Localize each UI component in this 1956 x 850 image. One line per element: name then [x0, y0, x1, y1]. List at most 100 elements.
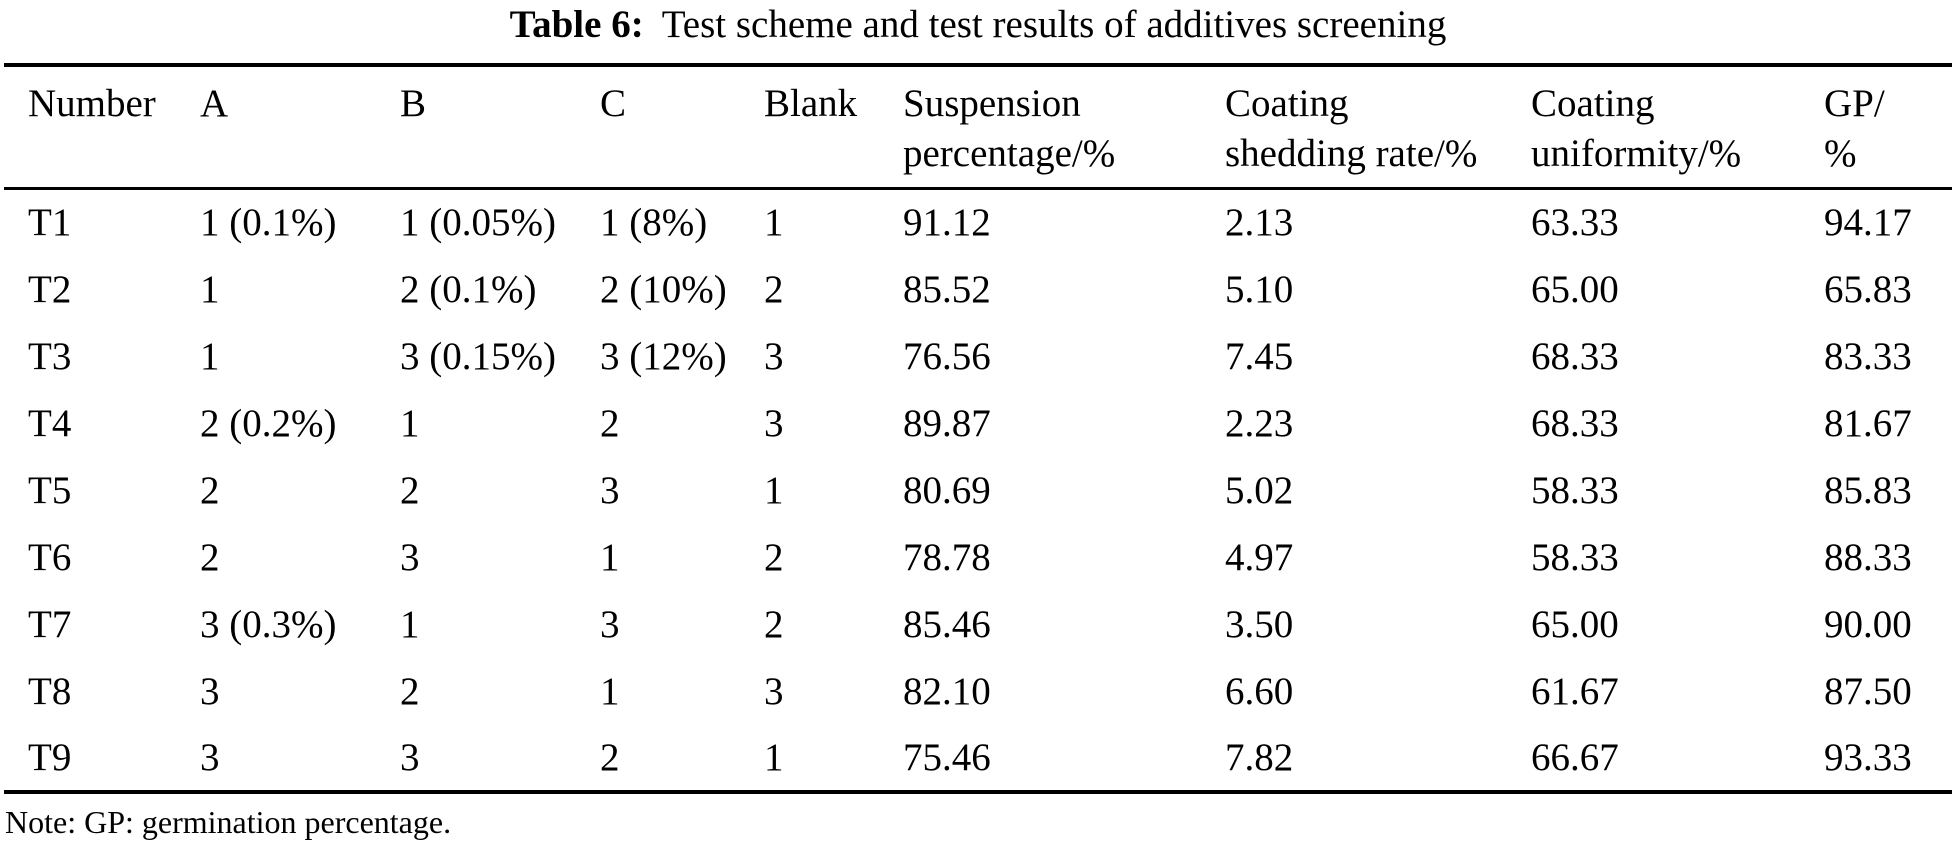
cell-b: 3: [400, 735, 420, 779]
column-header-uniformity-line2: uniformity/%: [1531, 132, 1742, 175]
cell-c: 1: [600, 669, 620, 713]
cell-coating-shedding-rate: 2.13: [1225, 201, 1294, 245]
cell-gp: 85.83: [1824, 468, 1912, 512]
cell-blank: 1: [764, 735, 784, 779]
cell-number: T9: [28, 735, 72, 779]
results-table: Number A B C Blank: [4, 63, 1952, 794]
cell-suspension-percentage: 82.10: [903, 669, 991, 713]
cell-blank: 3: [764, 334, 784, 378]
table-row-t4: T4 2 (0.2%) 1 2 3 89.87 2.23 68.33 81.67: [4, 390, 1952, 457]
cell-a: 2: [200, 535, 220, 579]
cell-coating-uniformity: 66.67: [1531, 735, 1619, 779]
cell-a: 1: [200, 334, 220, 378]
column-header-number-line1: Number: [28, 82, 156, 125]
cell-b: 1: [400, 602, 420, 646]
cell-coating-shedding-rate: 7.82: [1225, 735, 1294, 779]
cell-blank: 2: [764, 267, 784, 311]
cell-coating-uniformity: 61.67: [1531, 669, 1619, 713]
cell-b: 3 (0.15%): [400, 334, 556, 378]
cell-a: 2 (0.2%): [200, 401, 337, 445]
cell-suspension-percentage: 89.87: [903, 401, 991, 445]
cell-gp: 83.33: [1824, 334, 1912, 378]
cell-gp: 93.33: [1824, 735, 1912, 779]
cell-coating-uniformity: 68.33: [1531, 334, 1619, 378]
cell-gp: 87.50: [1824, 669, 1912, 713]
cell-coating-uniformity: 58.33: [1531, 535, 1619, 579]
table-row-t8: T8 3 2 1 3 82.10 6.60 61.67 87.50: [4, 658, 1952, 725]
column-header-suspension-percentage: Suspension percentage/%: [903, 65, 1225, 189]
table-caption-label: Table 6:: [509, 3, 644, 46]
cell-b: 1 (0.05%): [400, 201, 556, 245]
cell-suspension-percentage: 85.46: [903, 602, 991, 646]
cell-c: 3: [600, 468, 620, 512]
cell-number: T1: [28, 201, 72, 245]
cell-c: 2: [600, 401, 620, 445]
column-header-blank-line1: Blank: [764, 82, 858, 125]
cell-c: 2 (10%): [600, 267, 727, 311]
cell-c: 3: [600, 602, 620, 646]
cell-number: T2: [28, 267, 72, 311]
cell-number: T5: [28, 468, 72, 512]
cell-coating-shedding-rate: 6.60: [1225, 669, 1294, 713]
cell-blank: 1: [764, 468, 784, 512]
cell-blank: 1: [764, 201, 784, 245]
cell-blank: 2: [764, 535, 784, 579]
cell-c: 2: [600, 735, 620, 779]
cell-suspension-percentage: 76.56: [903, 334, 991, 378]
cell-suspension-percentage: 85.52: [903, 267, 991, 311]
column-header-c: C: [600, 65, 764, 189]
column-header-shedding-line1: Coating: [1225, 82, 1349, 125]
column-header-coating-shedding-rate: Coating shedding rate/%: [1225, 65, 1531, 189]
cell-coating-uniformity: 65.00: [1531, 602, 1619, 646]
cell-gp: 65.83: [1824, 267, 1912, 311]
cell-coating-uniformity: 65.00: [1531, 267, 1619, 311]
cell-c: 1: [600, 535, 620, 579]
column-header-b: B: [400, 65, 600, 189]
column-header-a: A: [200, 65, 400, 189]
column-header-a-line1: A: [200, 82, 229, 125]
column-header-number: Number: [4, 65, 200, 189]
table-row-t2: T2 1 2 (0.1%) 2 (10%) 2 85.52 5.10 65.00…: [4, 256, 1952, 323]
column-header-blank: Blank: [764, 65, 903, 189]
cell-c: 1 (8%): [600, 201, 708, 245]
cell-blank: 3: [764, 669, 784, 713]
table-row-t5: T5 2 2 3 1 80.69 5.02 58.33 85.83: [4, 457, 1952, 524]
cell-gp: 88.33: [1824, 535, 1912, 579]
cell-c: 3 (12%): [600, 334, 727, 378]
cell-suspension-percentage: 75.46: [903, 735, 991, 779]
table-row-t3: T3 1 3 (0.15%) 3 (12%) 3 76.56 7.45 68.3…: [4, 323, 1952, 390]
column-header-uniformity-line1: Coating: [1531, 82, 1655, 125]
cell-a: 1: [200, 267, 220, 311]
cell-gp: 90.00: [1824, 602, 1912, 646]
cell-coating-shedding-rate: 4.97: [1225, 535, 1294, 579]
cell-a: 3: [200, 669, 220, 713]
cell-coating-shedding-rate: 5.10: [1225, 267, 1294, 311]
cell-blank: 3: [764, 401, 784, 445]
table-caption-text: Test scheme and test results of additive…: [661, 3, 1447, 46]
column-header-coating-uniformity: Coating uniformity/%: [1531, 65, 1824, 189]
column-header-suspension-line2: percentage/%: [903, 132, 1116, 175]
column-header-gp: GP/ %: [1824, 65, 1952, 189]
column-header-shedding-line2: shedding rate/%: [1225, 132, 1478, 175]
cell-coating-uniformity: 63.33: [1531, 201, 1619, 245]
cell-coating-uniformity: 68.33: [1531, 401, 1619, 445]
column-header-suspension-line1: Suspension: [903, 82, 1081, 125]
table-header-row: Number A B C Blank: [4, 65, 1952, 189]
cell-b: 2: [400, 669, 420, 713]
cell-a: 1 (0.1%): [200, 201, 337, 245]
cell-number: T8: [28, 669, 72, 713]
cell-gp: 94.17: [1824, 201, 1912, 245]
column-header-b-line1: B: [400, 82, 427, 125]
cell-blank: 2: [764, 602, 784, 646]
column-header-gp-line1: GP/: [1824, 82, 1885, 125]
cell-coating-shedding-rate: 3.50: [1225, 602, 1294, 646]
table-row-t1: T1 1 (0.1%) 1 (0.05%) 1 (8%) 1 91.12 2.1…: [4, 189, 1952, 256]
table-row-t7: T7 3 (0.3%) 1 3 2 85.46 3.50 65.00 90.00: [4, 591, 1952, 658]
cell-b: 1: [400, 401, 420, 445]
cell-suspension-percentage: 80.69: [903, 468, 991, 512]
column-header-c-line1: C: [600, 82, 627, 125]
cell-a: 3: [200, 735, 220, 779]
cell-coating-shedding-rate: 5.02: [1225, 468, 1294, 512]
cell-gp: 81.67: [1824, 401, 1912, 445]
